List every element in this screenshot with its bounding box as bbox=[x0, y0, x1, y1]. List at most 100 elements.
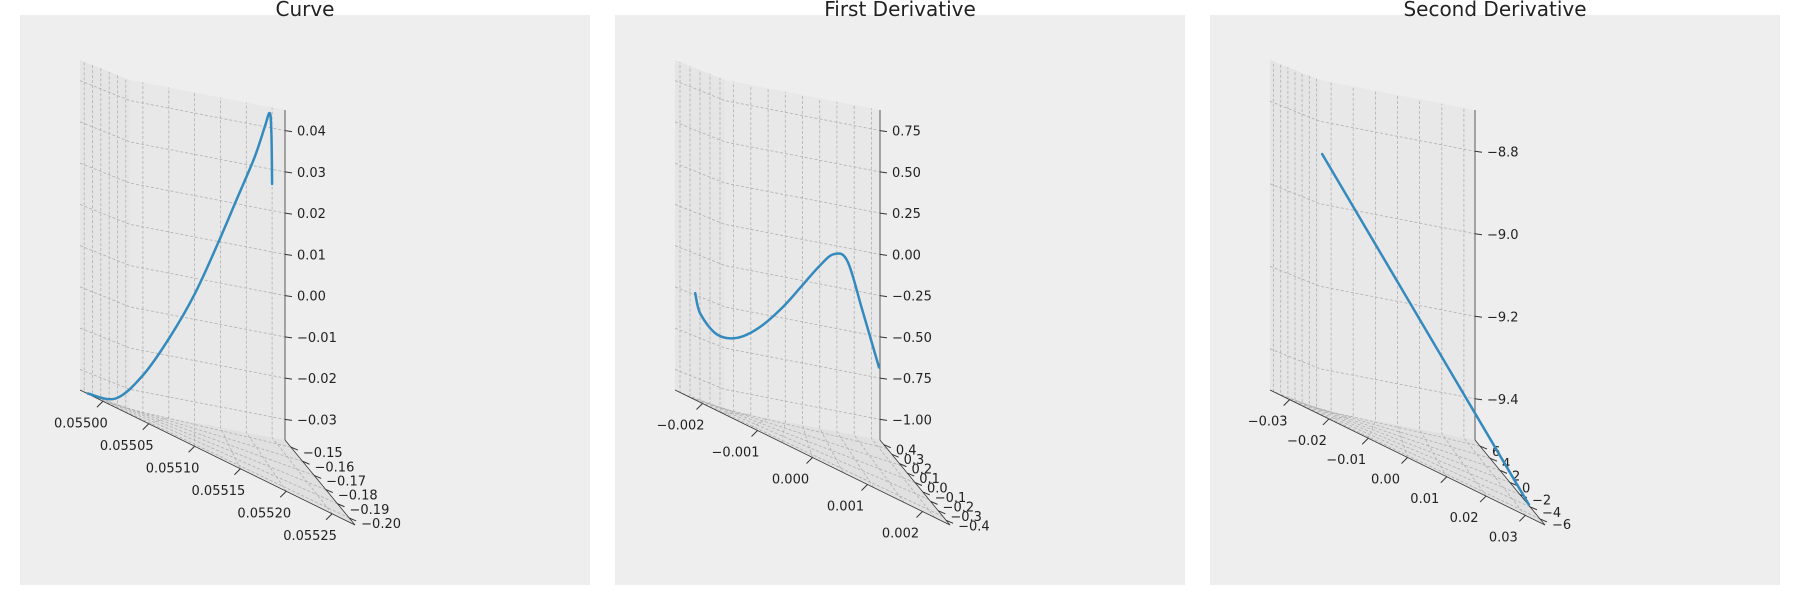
x-tick-label: 0.03 bbox=[1489, 530, 1518, 545]
z-tick-mark bbox=[1474, 150, 1483, 153]
second-derivative-title: Second Derivative bbox=[1403, 0, 1587, 21]
z-gridline bbox=[79, 162, 286, 214]
z-gridline bbox=[1269, 100, 1476, 152]
z-tick-mark bbox=[284, 212, 293, 215]
y-tick-mark bbox=[914, 482, 923, 486]
z-tick-label: −0.75 bbox=[892, 372, 932, 387]
y-tick-mark bbox=[907, 472, 915, 477]
back-pane bbox=[130, 80, 285, 440]
z-tick-label: −0.50 bbox=[892, 331, 932, 346]
z-gridline bbox=[674, 286, 881, 338]
x-tick-mark bbox=[1479, 495, 1487, 503]
z-tick-label: −9.4 bbox=[1487, 393, 1519, 408]
z-tick-mark bbox=[284, 418, 293, 421]
z-gridline bbox=[674, 327, 881, 379]
y-tick-label: 0.4 bbox=[896, 444, 917, 459]
x-gridline bbox=[1294, 70, 1511, 483]
z-tick-label: −0.02 bbox=[297, 372, 337, 387]
z-gridline bbox=[79, 121, 286, 173]
y-tick-mark bbox=[1489, 457, 1498, 462]
y-gridline bbox=[271, 107, 333, 515]
x-tick-label: −0.002 bbox=[656, 419, 704, 434]
x-tick-mark bbox=[916, 511, 923, 518]
x-tick-label: 0.05515 bbox=[192, 484, 246, 499]
y-tick-mark bbox=[945, 519, 954, 524]
z-gridline bbox=[674, 121, 881, 173]
x-tick-label: 0.01 bbox=[1410, 492, 1439, 507]
z-tick-mark bbox=[879, 212, 888, 215]
x-tick-label: −0.02 bbox=[1287, 434, 1327, 449]
z-tick-mark bbox=[284, 171, 293, 174]
z-tick-label: −1.00 bbox=[892, 413, 932, 428]
x-tick-label: 0.001 bbox=[827, 500, 864, 515]
z-tick-label: 0.50 bbox=[892, 166, 921, 181]
back-pane bbox=[725, 80, 880, 440]
y-gridline bbox=[1441, 103, 1487, 497]
z-gridline bbox=[674, 80, 881, 131]
z-tick-mark bbox=[284, 377, 293, 380]
x-tick-label: 0.05520 bbox=[237, 506, 291, 521]
series-line bbox=[693, 252, 881, 369]
y-tick-label: −0.1 bbox=[935, 491, 967, 506]
y-tick-mark bbox=[922, 491, 930, 496]
z-tick-label: −0.01 bbox=[297, 331, 337, 346]
y-tick-mark bbox=[883, 444, 892, 449]
z-tick-mark bbox=[879, 253, 888, 256]
z-tick-mark bbox=[879, 295, 888, 298]
z-tick-mark bbox=[879, 130, 888, 133]
y-tick-label: −0.15 bbox=[303, 446, 343, 461]
x-tick-label: −0.03 bbox=[1248, 415, 1288, 430]
y-tick-mark bbox=[1539, 518, 1548, 523]
z-gridline bbox=[79, 204, 286, 255]
y-gridline bbox=[802, 95, 813, 458]
y-tick-label: 2 bbox=[1512, 469, 1520, 484]
y-tick-label: −0.17 bbox=[326, 474, 366, 489]
z-tick-mark bbox=[1474, 233, 1483, 236]
y-gridline bbox=[245, 102, 287, 492]
y-tick-label: −0.3 bbox=[950, 510, 982, 525]
second-derivative-plot: −0.03−0.02−0.010.000.010.020.03−6−4−2024… bbox=[1248, 60, 1571, 545]
z-tick-mark bbox=[284, 295, 293, 298]
x-gridline bbox=[1308, 75, 1491, 459]
y-gridline bbox=[102, 82, 144, 414]
x-tick-label: −0.001 bbox=[711, 446, 759, 461]
x-gridline bbox=[125, 78, 291, 448]
z-gridline bbox=[674, 369, 881, 420]
curve-panel: Curve 0.05500 0.05505 0.05510 0.05515 0.0552… bbox=[20, 0, 590, 585]
curve-title: Curve bbox=[275, 0, 335, 21]
x-gridline bbox=[689, 66, 930, 500]
z-gridline bbox=[79, 327, 286, 379]
x-gridline bbox=[719, 78, 888, 449]
x-tick-label: 0.000 bbox=[772, 473, 809, 488]
left-pane bbox=[80, 60, 130, 410]
y-tick-mark bbox=[891, 453, 899, 458]
y-tick-label: 0.3 bbox=[904, 453, 925, 468]
x-tick-label: 0.05510 bbox=[146, 461, 200, 476]
y-tick-label: −2 bbox=[1532, 494, 1551, 509]
x-tick-mark bbox=[142, 423, 150, 431]
y-tick-label: −6 bbox=[1552, 518, 1571, 533]
y-tick-label: −0.19 bbox=[350, 503, 390, 518]
x-tick-label: −0.01 bbox=[1326, 453, 1366, 468]
y-tick-mark bbox=[1509, 482, 1518, 486]
y-tick-label: −0.2 bbox=[943, 500, 975, 515]
y-tick-label: 0.2 bbox=[911, 463, 932, 478]
y-gridline bbox=[751, 88, 769, 428]
x-tick-label: 0.00 bbox=[1371, 473, 1400, 488]
first-derivative-panel: First Derivative −0.002 −0.001 0.000 0.001 0… bbox=[615, 0, 1185, 585]
x-gridline bbox=[83, 61, 350, 519]
z-tick-label: −0.25 bbox=[892, 290, 932, 305]
x-gridline bbox=[699, 70, 916, 483]
y-gridline bbox=[1397, 95, 1408, 458]
y-gridline bbox=[781, 91, 786, 443]
y-tick-mark bbox=[899, 463, 907, 468]
x-tick-mark bbox=[1283, 399, 1290, 406]
z-gridline bbox=[1269, 265, 1476, 317]
y-tick-label: −0.16 bbox=[315, 460, 355, 475]
second-derivative-panel: Second Derivative −0.03 −0.02 −0.01 0.00 0.0… bbox=[1210, 0, 1780, 585]
y-tick-mark bbox=[1499, 469, 1508, 474]
y-gridline bbox=[870, 108, 936, 518]
y-tick-label: 6 bbox=[1492, 445, 1500, 460]
x-tick-mark bbox=[1401, 457, 1408, 464]
z-gridline bbox=[79, 369, 286, 420]
